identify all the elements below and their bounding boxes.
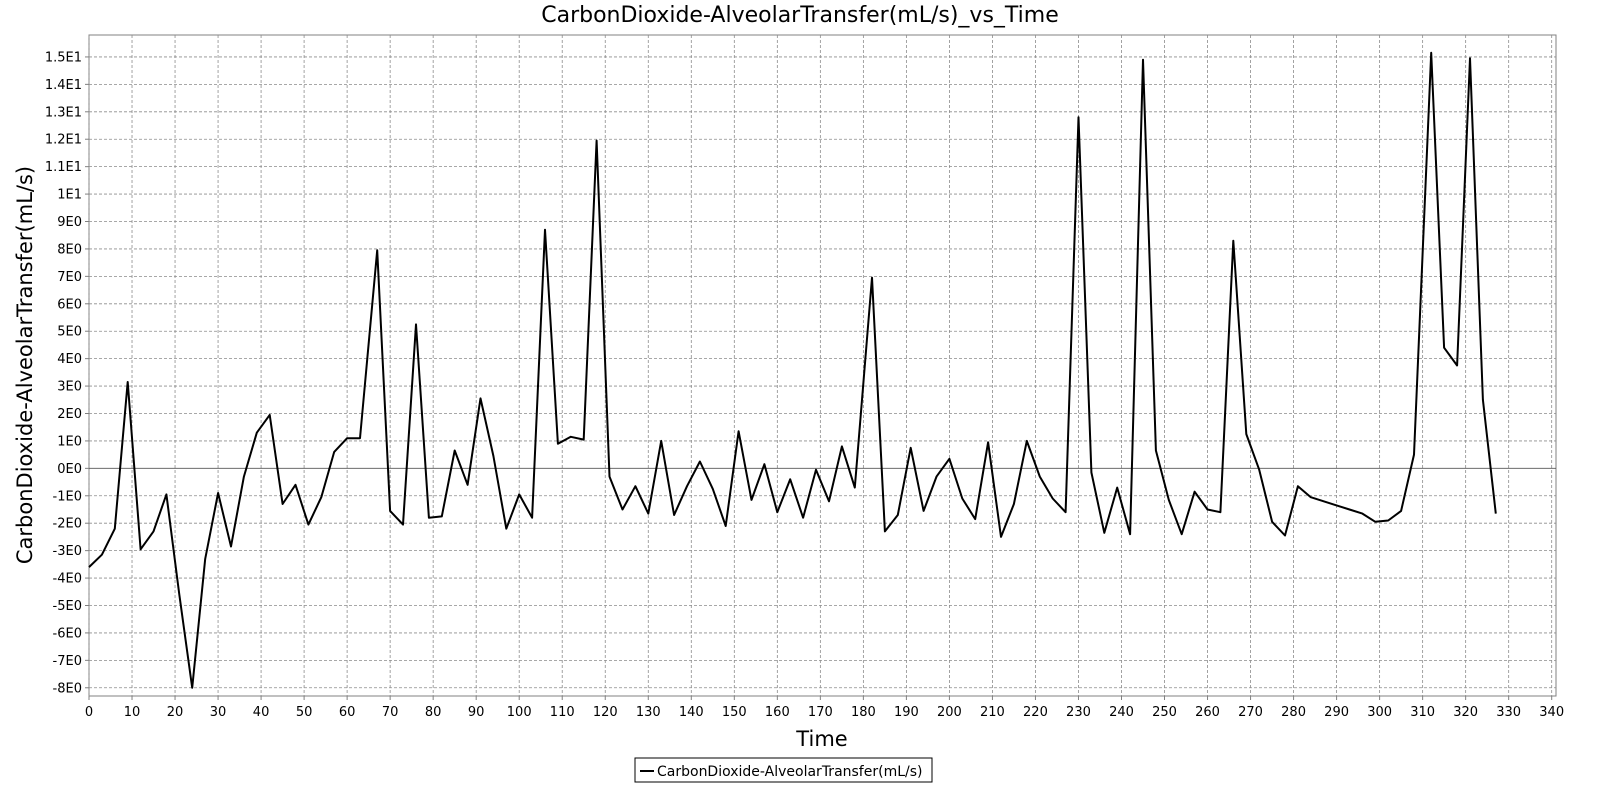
y-tick-label: 8E0 [57, 242, 82, 257]
x-tick-label: 240 [1109, 705, 1134, 720]
x-tick-label: 290 [1324, 705, 1349, 720]
y-tick-label: -4E0 [53, 572, 82, 587]
x-tick-label: 130 [636, 705, 661, 720]
y-tick-label: -1E0 [53, 489, 82, 504]
x-tick-label: 300 [1367, 705, 1392, 720]
x-axis-label: Time [795, 727, 847, 751]
x-tick-label: 40 [253, 705, 270, 720]
x-tick-label: 0 [85, 705, 93, 720]
x-tick-label: 60 [339, 705, 356, 720]
x-tick-label: 280 [1281, 705, 1306, 720]
x-tick-label: 200 [937, 705, 962, 720]
x-tick-label: 20 [167, 705, 184, 720]
x-tick-label: 110 [550, 705, 575, 720]
y-tick-label: 1.3E1 [45, 105, 82, 120]
legend-box [634, 757, 933, 783]
y-tick-label: 1.1E1 [45, 160, 82, 175]
x-tick-label: 190 [894, 705, 919, 720]
x-tick-label: 250 [1152, 705, 1177, 720]
y-tick-label: 1.5E1 [45, 50, 82, 65]
y-tick-label: 1E1 [57, 188, 82, 203]
y-tick-label: 4E0 [57, 352, 82, 367]
x-tick-label: 100 [507, 705, 532, 720]
series-layer [88, 51, 1497, 689]
x-tick-label: 170 [808, 705, 833, 720]
y-axis: -8E0 -7E0 -6E0 -5E0 -4E0 -3E0 -2E0 -1E0 0E0 1E0 2E… [45, 50, 89, 696]
x-tick-label: 30 [210, 705, 227, 720]
y-tick-label: 7E0 [57, 270, 82, 285]
y-tick-label: -2E0 [53, 517, 82, 532]
y-tick-label: 2E0 [57, 407, 82, 422]
series-line-0 [88, 51, 1497, 689]
y-tick-label: 1.4E1 [45, 78, 82, 93]
x-tick-label: 330 [1496, 705, 1521, 720]
x-tick-label: 150 [722, 705, 747, 720]
y-tick-label: -3E0 [53, 544, 82, 559]
y-tick-label: -7E0 [53, 654, 82, 669]
plot-area [88, 34, 1557, 697]
y-tick-label: -6E0 [53, 626, 82, 641]
y-tick-label: -8E0 [53, 681, 82, 696]
x-tick-label: 50 [296, 705, 313, 720]
x-tick-label: 120 [593, 705, 618, 720]
x-tick-label: 220 [1023, 705, 1048, 720]
x-tick-label: 260 [1195, 705, 1220, 720]
legend: CarbonDioxide-AlveolarTransfer(mL/s) [634, 757, 933, 783]
chart-title: CarbonDioxide-AlveolarTransfer(mL/s)_vs_… [541, 3, 1059, 28]
x-axis: 0 10 20 30 40 50 60 70 80 90 100 110 120 130 140 150 160… [85, 696, 1564, 720]
y-tick-label: 5E0 [57, 325, 82, 340]
x-tick-label: 70 [382, 705, 399, 720]
x-tick-label: 80 [425, 705, 442, 720]
y-tick-label: 3E0 [57, 380, 82, 395]
legend-label: CarbonDioxide-AlveolarTransfer(mL/s) [657, 764, 922, 780]
y-tick-label: -5E0 [53, 599, 82, 614]
x-tick-label: 320 [1453, 705, 1478, 720]
x-tick-label: 180 [851, 705, 876, 720]
y-tick-label: 1.2E1 [45, 133, 82, 148]
x-tick-label: 160 [765, 705, 790, 720]
y-tick-label: 1E0 [57, 434, 82, 449]
x-tick-label: 230 [1066, 705, 1091, 720]
y-tick-label: 9E0 [57, 215, 82, 230]
x-tick-label: 340 [1539, 705, 1564, 720]
x-tick-label: 270 [1238, 705, 1263, 720]
x-tick-label: 140 [679, 705, 704, 720]
y-tick-label: 6E0 [57, 297, 82, 312]
x-tick-label: 210 [980, 705, 1005, 720]
y-axis-label: CarbonDioxide-AlveolarTransfer(mL/s) [13, 166, 37, 564]
x-tick-label: 90 [468, 705, 485, 720]
x-tick-label: 10 [124, 705, 141, 720]
x-tick-label: 310 [1410, 705, 1435, 720]
y-tick-label: 0E0 [57, 462, 82, 477]
